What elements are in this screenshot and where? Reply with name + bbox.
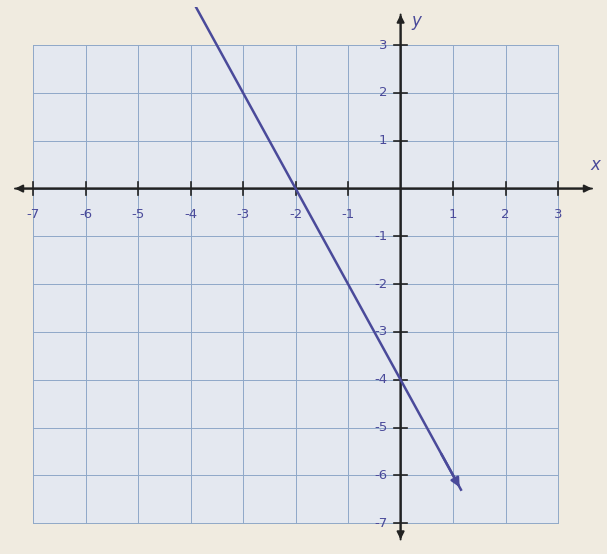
Text: y: y [411,12,421,30]
Text: -1: -1 [342,208,354,220]
Text: -3: -3 [237,208,249,220]
Text: -5: -5 [132,208,145,220]
Bar [33,45,558,523]
Text: -7: -7 [375,517,387,530]
Text: -1: -1 [375,230,387,243]
Text: 1: 1 [449,208,457,220]
Text: -7: -7 [27,208,40,220]
Text: 3: 3 [379,39,387,52]
Text: 2: 2 [379,86,387,100]
Text: 3: 3 [554,208,562,220]
Text: -2: -2 [289,208,302,220]
Text: -4: -4 [375,373,387,386]
Text: x: x [590,156,600,175]
Text: -6: -6 [79,208,92,220]
Text: -3: -3 [375,325,387,338]
Text: -5: -5 [375,421,387,434]
Text: -6: -6 [375,469,387,482]
Text: -2: -2 [375,278,387,291]
Text: 2: 2 [501,208,510,220]
Text: -4: -4 [184,208,197,220]
Text: 1: 1 [379,134,387,147]
